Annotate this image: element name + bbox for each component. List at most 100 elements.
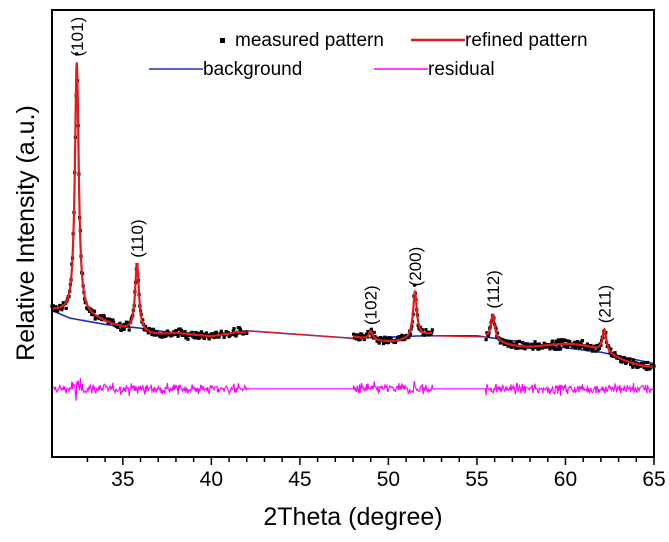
measured-point <box>183 330 187 334</box>
measured-point <box>597 346 602 350</box>
measured-point <box>87 309 92 313</box>
measured-point <box>590 349 594 353</box>
measured-point <box>109 318 113 322</box>
legend-label: refined pattern <box>465 30 588 51</box>
measured-point <box>116 325 120 330</box>
measured-point <box>413 283 417 287</box>
x-tick-label: 35 <box>111 468 134 491</box>
x-tick-label: 50 <box>377 468 400 491</box>
measured-point <box>559 338 563 342</box>
x-tick-label: 45 <box>288 468 311 491</box>
measured-point <box>430 328 434 332</box>
measured-point <box>376 336 380 341</box>
measured-point <box>509 340 513 344</box>
measured-point <box>403 337 407 341</box>
measured-point <box>64 306 68 310</box>
measured-point <box>160 335 165 339</box>
measured-point <box>182 333 186 337</box>
measured-point <box>214 330 218 334</box>
measured-point <box>234 334 238 338</box>
measured-point <box>143 324 148 328</box>
measured-point <box>357 334 361 338</box>
measured-point <box>516 346 520 350</box>
measured-point <box>537 347 541 351</box>
measured-point <box>586 348 590 352</box>
measured-point <box>514 346 518 350</box>
legend-item: background <box>149 59 302 80</box>
measured-point <box>389 337 393 341</box>
measured-point <box>126 322 130 326</box>
measured-point <box>558 347 563 351</box>
measured-point <box>558 340 562 344</box>
measured-point <box>153 330 157 334</box>
legend-label: residual <box>428 59 495 80</box>
measured-point <box>646 360 650 365</box>
measured-point <box>56 309 60 313</box>
measured-point <box>222 335 226 339</box>
measured-point <box>207 337 211 341</box>
measured-point <box>521 346 525 350</box>
measured-point <box>557 344 561 348</box>
measured-point <box>180 333 184 337</box>
measured-point <box>381 337 385 341</box>
measured-point <box>553 347 557 351</box>
measured-point <box>175 329 179 333</box>
measured-point <box>420 328 424 332</box>
legend: measured pattern refined pattern backgroun… <box>149 30 588 80</box>
residual-line <box>51 377 655 401</box>
measured-point <box>111 318 115 322</box>
measured-point <box>555 341 559 345</box>
measured-point <box>556 338 560 342</box>
measured-point <box>546 345 550 349</box>
measured-point <box>595 343 599 347</box>
measured-point <box>212 335 216 340</box>
measured-point <box>556 347 560 351</box>
measured-point <box>484 338 488 342</box>
measured-point <box>515 340 519 344</box>
x-tick-label: 55 <box>465 468 488 491</box>
measured-point <box>578 345 582 349</box>
measured-point <box>92 309 97 313</box>
legend-label: measured pattern <box>235 30 384 51</box>
legend-label: background <box>203 59 302 80</box>
measured-point <box>112 320 116 324</box>
measured-point <box>631 358 636 362</box>
measured-point <box>185 334 189 338</box>
measured-point <box>150 332 154 337</box>
x-tick-label: 65 <box>642 468 665 491</box>
measured-point <box>408 332 412 336</box>
measured-point <box>217 335 221 339</box>
measured-point <box>381 342 386 346</box>
measured-series <box>50 52 656 372</box>
measured-point <box>645 367 649 372</box>
y-axis-title: Relative Intensity (a.u.) <box>12 105 40 361</box>
measured-point <box>355 333 359 337</box>
measured-point <box>119 328 123 332</box>
measured-point <box>219 329 223 333</box>
measured-point <box>169 334 173 338</box>
measured-point <box>198 336 202 340</box>
peak-labels: (101) (110) (102) (200) (112) (211) <box>68 17 615 325</box>
measured-point <box>566 345 570 349</box>
measured-point <box>561 340 565 345</box>
measured-point <box>361 333 365 337</box>
measured-point <box>534 342 538 346</box>
measured-point <box>427 333 431 337</box>
legend-item: measured pattern <box>220 30 384 51</box>
measured-point <box>122 327 126 331</box>
measured-point <box>354 337 359 341</box>
measured-point <box>377 341 381 345</box>
measured-point <box>563 338 568 343</box>
refined-gap-link <box>432 335 486 338</box>
measured-point <box>520 340 524 345</box>
x-axis-title: 2Theta (degree) <box>263 503 442 531</box>
measured-point <box>204 331 208 335</box>
measured-point <box>641 362 645 366</box>
measured-point <box>504 339 508 343</box>
peak-label: (211) <box>595 285 614 323</box>
legend-item: residual <box>374 59 495 80</box>
measured-point <box>533 340 537 344</box>
measured-point <box>75 52 79 56</box>
measured-point <box>568 340 572 344</box>
x-tick-label: 60 <box>554 468 577 491</box>
